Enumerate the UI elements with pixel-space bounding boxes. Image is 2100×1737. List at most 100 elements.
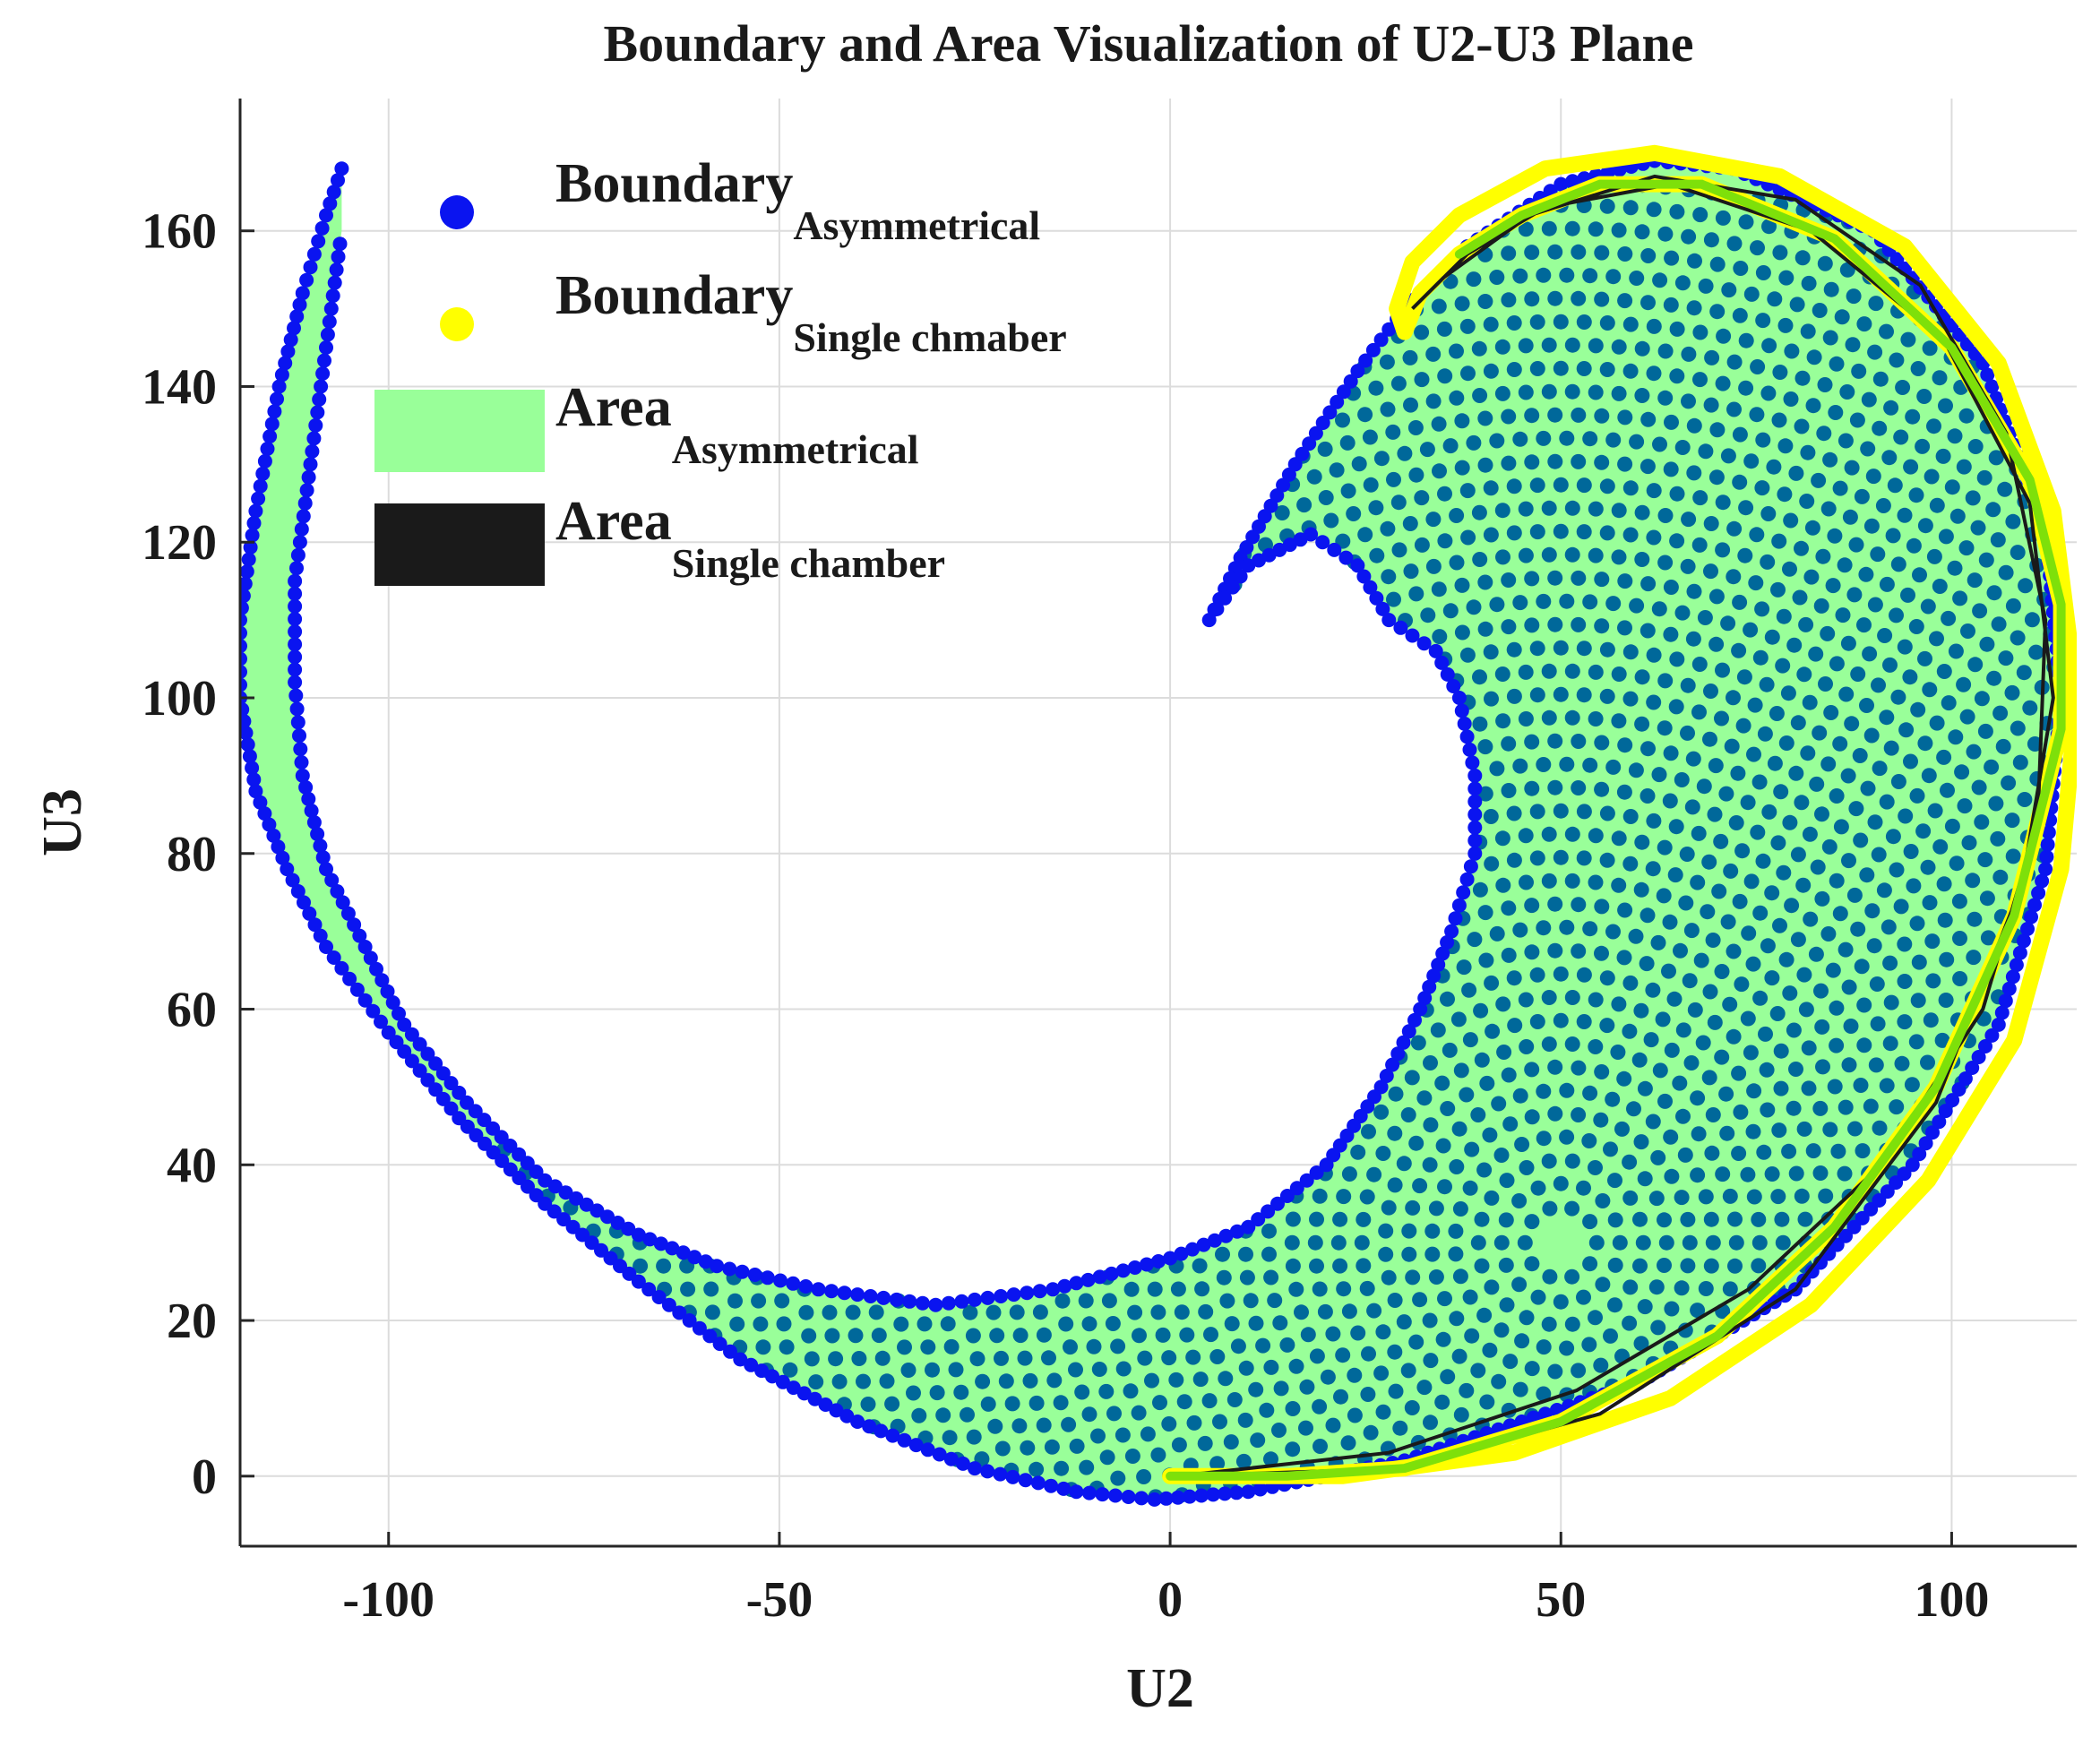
area-dot: [1664, 1168, 1680, 1184]
boundary-asym-marker: [1241, 1484, 1256, 1500]
boundary-asym-marker: [319, 208, 333, 223]
area-dot: [1495, 996, 1511, 1012]
area-dot: [1571, 616, 1587, 632]
area-dot: [1407, 420, 1424, 435]
area-dot: [1571, 1107, 1587, 1122]
area-dot: [1576, 1289, 1591, 1305]
area-dot: [1790, 847, 1806, 863]
area-dot: [1875, 498, 1891, 513]
boundary-asym-marker: [310, 827, 325, 841]
area-dot: [1152, 1395, 1167, 1411]
area-dot: [1333, 1389, 1348, 1405]
area-dot: [1387, 1293, 1403, 1308]
boundary-asym-marker: [1350, 364, 1365, 379]
area-dot: [1885, 829, 1901, 845]
area-dot: [1974, 691, 1990, 707]
area-dot: [1737, 547, 1753, 563]
boundary-asym-marker: [294, 521, 309, 537]
area-dot: [1136, 1469, 1152, 1484]
area-dot: [953, 1384, 969, 1400]
area-dot: [1564, 1153, 1580, 1169]
area-dot: [1687, 253, 1702, 269]
area-dot: [1855, 1143, 1871, 1159]
area-dot: [1856, 1037, 1872, 1053]
boundary-asym-marker: [1330, 394, 1345, 409]
area-dot: [1690, 874, 1706, 890]
boundary-asym-marker: [631, 1227, 646, 1243]
area-dot: [1680, 1211, 1696, 1227]
area-dot: [1564, 337, 1580, 353]
boundary-asym-marker: [314, 220, 330, 236]
boundary-asym-marker: [1207, 1233, 1222, 1248]
boundary-asym-marker: [2024, 909, 2038, 924]
boundary-asym-marker: [1951, 1082, 1967, 1097]
area-dot: [1682, 973, 1698, 989]
boundary-asym-marker: [1467, 833, 1483, 848]
boundary-asym-marker: [1405, 628, 1420, 643]
area-dot: [1571, 570, 1587, 586]
boundary-asym-marker: [306, 431, 322, 446]
area-dot: [1599, 641, 1615, 658]
area-dot: [1518, 711, 1534, 727]
area-dot: [1726, 569, 1742, 585]
area-dot: [1840, 768, 1856, 784]
area-dot: [1759, 1062, 1775, 1078]
area-dot: [776, 1316, 792, 1332]
area-dot: [1686, 583, 1702, 599]
boundary-asym-marker: [243, 540, 258, 555]
area-dot: [929, 1385, 945, 1401]
area-dot: [1764, 629, 1780, 645]
area-dot: [1840, 635, 1856, 651]
area-dot: [1988, 795, 2004, 812]
area-dot: [1493, 1234, 1510, 1251]
boundary-asym-marker: [327, 275, 342, 290]
area-dot: [1514, 1333, 1530, 1349]
boundary-asym-marker: [428, 1082, 443, 1097]
boundary-asym-marker: [1299, 1173, 1314, 1188]
area-dot: [1761, 338, 1777, 354]
area-dot: [1506, 315, 1522, 331]
area-dot: [1396, 1156, 1412, 1172]
area-dot: [1965, 490, 1981, 506]
area-dot: [1401, 1246, 1417, 1262]
area-dot: [1775, 1234, 1791, 1251]
area-dot: [1416, 1380, 1433, 1396]
boundary-asym-marker: [392, 1006, 406, 1021]
area-dot: [1941, 695, 1957, 711]
area-dot: [1924, 469, 1940, 485]
boundary-asym-marker: [1005, 1469, 1020, 1484]
area-dot: [1728, 815, 1744, 830]
area-dot: [1559, 430, 1575, 446]
area-dot: [1219, 1293, 1235, 1309]
area-dot: [1629, 598, 1645, 614]
area-dot: [1633, 1134, 1649, 1150]
area-dot: [1657, 673, 1674, 689]
area-dot: [1022, 1372, 1038, 1389]
boundary-asym-marker: [248, 784, 263, 799]
boundary-asym-marker: [1206, 1487, 1221, 1502]
area-dot: [1479, 1394, 1495, 1410]
area-dot: [1776, 864, 1792, 881]
area-dot: [1375, 1146, 1391, 1161]
area-dot: [1733, 1104, 1749, 1120]
area-dot: [1564, 873, 1580, 889]
area-dot: [1663, 580, 1679, 595]
area-dot: [1788, 465, 1804, 481]
boundary-asym-marker: [1158, 1491, 1174, 1506]
y-tick-label: 160: [142, 204, 217, 260]
area-dot: [1044, 1439, 1060, 1455]
boundary-asym-marker: [932, 1447, 947, 1462]
area-dot: [1248, 1315, 1264, 1331]
boundary-asym-marker: [304, 804, 319, 818]
boundary-asym-marker: [313, 928, 328, 943]
area-dot: [1905, 408, 1921, 425]
area-dot: [1841, 853, 1856, 869]
area-dot: [1897, 974, 1913, 989]
area-dot: [1784, 898, 1800, 914]
boundary-asym-marker: [1396, 1035, 1411, 1050]
boundary-asym-marker: [342, 971, 357, 986]
area-dot: [1467, 932, 1483, 948]
area-dot: [1449, 1311, 1465, 1327]
area-dot: [1745, 1123, 1761, 1139]
area-dot: [1179, 1327, 1195, 1343]
